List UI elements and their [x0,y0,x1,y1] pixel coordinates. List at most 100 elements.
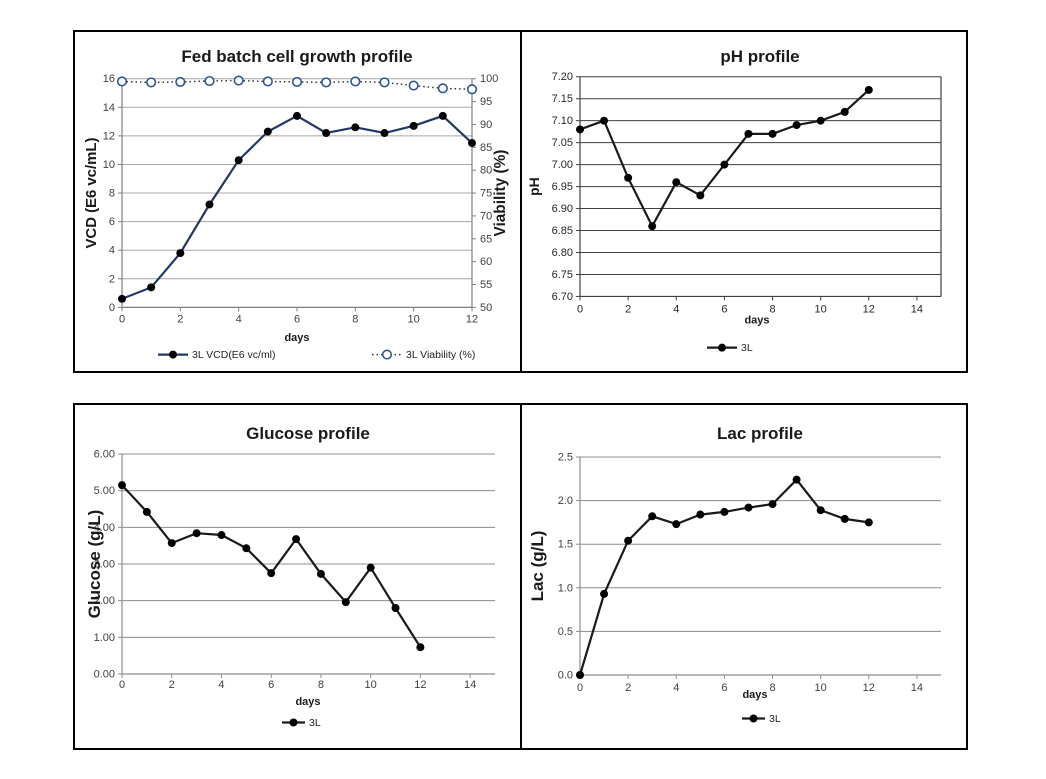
series-line-0 [121,114,473,300]
data-point [416,643,425,652]
data-point [204,75,215,87]
y-tick-label: 6.90 [552,203,573,215]
data-point [321,77,332,88]
x-tick-label: 8 [769,682,775,694]
y-tick-label: 2.5 [558,452,573,464]
y2-tick-label: 70 [480,210,492,222]
y-axis-title: Lac (g/L) [528,531,547,602]
data-point [409,121,418,130]
data-point [720,160,729,169]
series-line-0 [121,484,422,648]
y2-tick-label: 90 [480,119,492,131]
data-point [116,76,128,87]
x-tick-label: 0 [577,682,583,694]
legend-marker [289,718,298,727]
y-tick-label: 6.75 [552,269,573,281]
chart-growth: Fed batch cell growth profile 0 2 4 6 8 10 12 14… [83,47,509,361]
y-tick-label: 0.0 [558,670,573,682]
data-point [267,569,276,578]
y-tick-label: 1.5 [558,539,573,551]
x-tick-label: 4 [218,679,224,691]
y-tick-label: 2.0 [558,495,573,507]
data-point [205,200,214,209]
y-axis-title: VCD (E6 vc/mL) [83,138,100,249]
legend: 3L [742,713,781,725]
data-point [672,520,681,529]
chart-title: Lac profile [717,424,803,443]
data-point [744,129,753,138]
x-tick-label: 8 [769,303,775,315]
x-tick-label: 8 [352,313,358,325]
y2-tick-label: 60 [480,256,492,268]
x-tick-label: 0 [119,313,125,325]
top-panel: Fed batch cell growth profile 0 2 4 6 8 10 12 14… [73,30,968,373]
data-point [576,671,584,679]
data-point [816,116,825,125]
y-tick-label: 7.05 [552,137,573,149]
y2-tick-label: 75 [480,188,492,200]
data-point [468,139,476,148]
y-tick-label: 14 [103,102,115,114]
y2-tick-label: 85 [480,142,492,154]
x-tick-label: 12 [414,679,426,691]
x-tick-label: 10 [365,679,377,691]
x-axis-label: days [295,696,320,708]
data-point [118,481,126,490]
y-tick-label: 2 [109,273,115,285]
data-point [768,500,777,509]
y-tick-label: 10 [103,159,115,171]
data-point [600,116,609,125]
x-tick-label: 0 [119,679,125,691]
x-tick-label: 6 [268,679,274,691]
y-tick-label: 3.00 [94,559,115,571]
x-tick-label: 2 [625,682,631,694]
data-point [263,127,272,136]
y2-tick-label: 55 [480,279,492,291]
data-point [176,249,185,258]
legend-label: 3L Viability (%) [406,350,475,361]
y-tick-label: 0 [109,302,115,314]
y-tick-label: 6.95 [552,181,573,193]
chart-lac-cell: Lac profile 0.0 0.5 1.0 1.5 2.0 2.5 0 2 4 6 8 10 12 14… [522,405,966,748]
y2-tick-label: 65 [480,233,492,245]
data-point [792,121,801,130]
data-point [792,475,801,484]
y-tick-label: 12 [103,130,115,142]
y-tick-label: 6.00 [94,449,115,461]
data-point [576,125,584,134]
x-tick-label: 10 [408,313,420,325]
data-point [466,84,478,95]
y-tick-label: 7.20 [552,71,573,83]
series-line-0 [579,89,870,229]
data-point [242,544,251,553]
chart-title: Fed batch cell growth profile [181,47,412,66]
y-tick-label: 0.5 [558,626,573,638]
legend-marker [749,714,758,723]
x-tick-label: 14 [911,303,923,315]
y-tick-label: 7.00 [552,159,573,171]
data-point [864,85,873,94]
x-tick-label: 0 [577,303,583,315]
data-point [351,123,360,132]
x-tick-label: 6 [721,682,727,694]
x-tick-label: 6 [294,313,300,325]
legend-label: 3L [741,343,753,354]
y-axis-title: pH [526,177,542,196]
x-tick-label: 12 [863,303,875,315]
y2-tick-label: 80 [480,165,492,177]
chart-title: pH profile [720,47,799,66]
y-tick-label: 16 [103,73,115,85]
data-point [322,129,331,138]
y2-tick-label: 50 [480,302,492,314]
y-axis-title: Glucose (g/L) [85,510,104,619]
data-point [350,76,361,87]
data-point [293,111,301,120]
gridlines [580,76,941,297]
x-tick-label: 2 [177,313,183,325]
data-point [233,75,244,86]
x-tick-label: 4 [236,313,242,325]
data-point [316,569,325,578]
data-point [437,83,448,94]
chart-lac: Lac profile 0.0 0.5 1.0 1.5 2.0 2.5 0 2 4 6 8 10 12 14… [528,424,941,725]
